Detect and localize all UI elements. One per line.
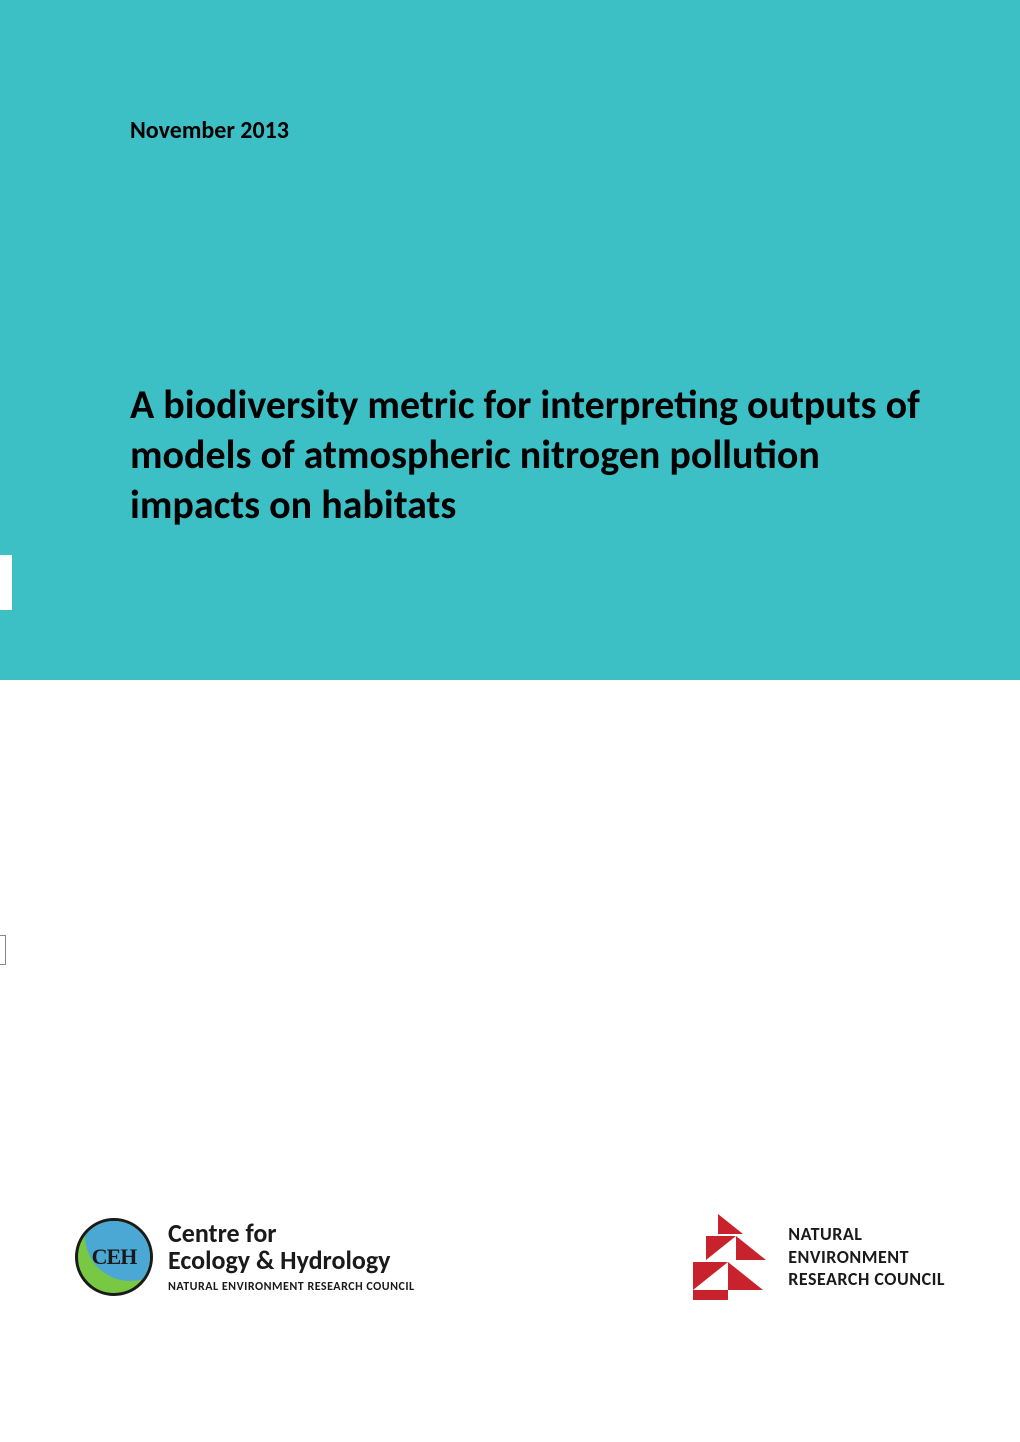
ceh-logo: CEH Centre for Ecology & Hydrology NATUR… bbox=[75, 1218, 415, 1296]
nerc-text-line2: ENVIRONMENT bbox=[788, 1246, 945, 1269]
ceh-org-name-line2: Ecology & Hydrology bbox=[168, 1247, 415, 1274]
white-tab-accent bbox=[0, 555, 12, 610]
margin-marker bbox=[0, 935, 6, 965]
ceh-org-name-line1: Centre for bbox=[168, 1220, 415, 1247]
ceh-acronym: CEH bbox=[92, 1244, 137, 1270]
header-block: November 2013 A biodiversity metric for … bbox=[0, 0, 1020, 680]
ceh-text-block: Centre for Ecology & Hydrology NATURAL E… bbox=[168, 1220, 415, 1295]
nerc-logo: NATURAL ENVIRONMENT RESEARCH COUNCIL bbox=[688, 1212, 945, 1302]
nerc-text-block: NATURAL ENVIRONMENT RESEARCH COUNCIL bbox=[788, 1223, 945, 1291]
ceh-logo-circle: CEH bbox=[75, 1218, 153, 1296]
document-date: November 2013 bbox=[130, 116, 289, 145]
ceh-subtitle: NATURAL ENVIRONMENT RESEARCH COUNCIL bbox=[168, 1280, 415, 1294]
document-title: A biodiversity metric for interpreting o… bbox=[130, 380, 930, 530]
nerc-logo-shapes-icon bbox=[688, 1212, 768, 1302]
nerc-text-line1: NATURAL bbox=[788, 1223, 945, 1246]
nerc-text-line3: RESEARCH COUNCIL bbox=[788, 1268, 945, 1291]
logos-container: CEH Centre for Ecology & Hydrology NATUR… bbox=[0, 1212, 1020, 1302]
